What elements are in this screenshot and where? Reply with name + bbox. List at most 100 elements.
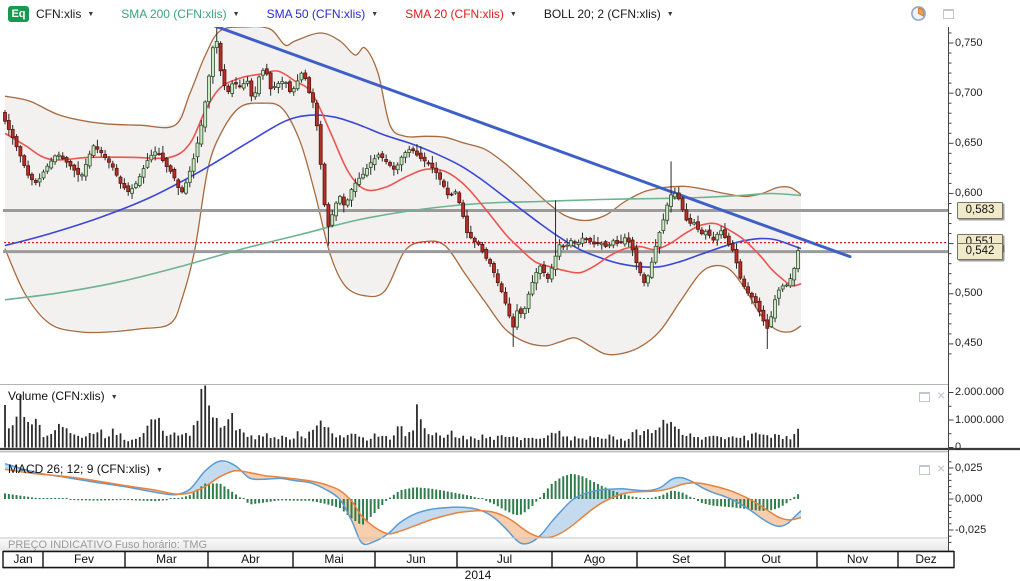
volume-bar	[192, 425, 195, 448]
candle-body	[99, 149, 104, 154]
price-tick-label: 0,750	[955, 36, 983, 49]
macd-tick-label: 0,025	[955, 461, 983, 474]
volume-bar	[466, 439, 468, 448]
volume-bar	[435, 432, 438, 448]
candle-body	[364, 168, 369, 176]
volume-bar	[493, 439, 495, 448]
candle-body	[72, 164, 77, 171]
volume-bar	[693, 437, 696, 448]
volume-bar	[385, 436, 388, 448]
volume-bar	[96, 432, 99, 448]
macd-panel[interactable]	[4, 460, 802, 546]
candle-body	[257, 76, 262, 95]
restore-panel-icon[interactable]	[919, 465, 930, 475]
chevron-down-icon: ▼	[666, 11, 674, 18]
candle-body	[403, 152, 408, 158]
volume-bar	[215, 417, 218, 448]
candle-body	[488, 259, 493, 264]
volume-bar	[523, 437, 526, 448]
candle-body	[472, 237, 477, 243]
volume-bar	[204, 385, 207, 448]
candle-body	[615, 240, 620, 244]
macd-panel-header[interactable]: MACD 26; 12; 9 (CFN:xlis) ▼	[8, 462, 163, 476]
volume-bar	[539, 438, 542, 448]
candle-body	[137, 176, 142, 186]
candle-body	[569, 240, 573, 247]
volume-bar	[658, 427, 661, 448]
volume-bar	[100, 429, 103, 448]
volume-bar	[77, 435, 80, 448]
candle-body	[141, 168, 146, 178]
legend-sma20[interactable]: SMA 20 (CFN:xlis) ▼	[405, 7, 517, 21]
symbol-selector[interactable]: CFN:xlis ▼	[36, 7, 94, 21]
volume-bar	[277, 439, 280, 448]
restore-panel-icon[interactable]	[919, 392, 930, 402]
volume-bar	[38, 424, 41, 448]
volume-bar	[585, 439, 588, 448]
volume-bar	[315, 425, 318, 448]
close-panel-icon[interactable]: ✕	[937, 464, 946, 475]
candle-body	[549, 267, 554, 280]
candle-body	[241, 83, 246, 89]
volume-bar	[770, 437, 773, 448]
volume-bar	[188, 435, 191, 448]
volume-bar	[34, 418, 37, 448]
candle-body	[87, 153, 92, 167]
candle-body	[726, 235, 731, 245]
volume-panel-header[interactable]: Volume (CFN:xlis) ▼	[8, 389, 118, 403]
volume-bar	[111, 428, 114, 448]
legend-sma200[interactable]: SMA 200 (CFN:xlis) ▼	[121, 7, 239, 21]
candle-body	[638, 262, 643, 274]
candle-body	[734, 249, 739, 264]
volume-bar	[546, 435, 549, 448]
volume-bar	[631, 432, 634, 448]
price-panel[interactable]	[0, 25, 948, 356]
candle-body	[776, 289, 781, 299]
volume-bar	[554, 433, 557, 448]
volume-bar	[358, 436, 361, 448]
interval-clock-icon[interactable]	[910, 5, 927, 22]
legend-sma50[interactable]: SMA 50 (CFN:xlis) ▼	[267, 7, 379, 21]
chevron-down-icon: ▼	[509, 11, 517, 18]
candle-body	[95, 146, 100, 150]
volume-bar	[704, 436, 707, 448]
candle-body	[357, 177, 362, 185]
volume-bar	[689, 433, 692, 448]
volume-bar	[639, 435, 642, 448]
candle-body	[57, 154, 61, 157]
macd-signal-line	[4, 468, 802, 539]
candle-body	[268, 72, 273, 90]
volume-tick-label: 1.000.000	[955, 413, 1004, 426]
volume-bar	[677, 428, 680, 448]
month-label-fev: Fev	[73, 552, 94, 566]
candle-body	[415, 150, 419, 156]
volume-bar	[566, 436, 568, 448]
volume-panel[interactable]	[4, 381, 799, 448]
candle-body	[461, 202, 466, 217]
volume-bar	[138, 437, 141, 448]
volume-bar	[169, 434, 172, 448]
candle-body	[738, 261, 743, 279]
month-label-mar: Mar	[156, 552, 177, 566]
candle-body	[80, 174, 84, 177]
candle-body	[599, 242, 604, 246]
month-label-jul: Jul	[496, 552, 513, 566]
candle-body	[619, 241, 623, 244]
restore-window-icon[interactable]	[943, 8, 954, 19]
candle-body	[642, 274, 646, 283]
volume-bar	[296, 431, 299, 448]
volume-bar	[469, 436, 472, 448]
trend-line[interactable]	[210, 25, 852, 259]
volume-bar	[108, 436, 110, 448]
candles	[3, 27, 800, 349]
volume-bar	[527, 438, 530, 448]
close-panel-icon[interactable]: ✕	[937, 391, 946, 402]
volume-bar	[158, 417, 160, 448]
volume-bar	[281, 435, 284, 448]
candle-body	[526, 293, 531, 309]
month-label-mai: Mai	[324, 552, 344, 566]
legend-bollinger[interactable]: BOLL 20; 2 (CFN:xlis) ▼	[544, 7, 674, 21]
candle-body	[14, 136, 19, 148]
volume-bar	[570, 440, 572, 448]
